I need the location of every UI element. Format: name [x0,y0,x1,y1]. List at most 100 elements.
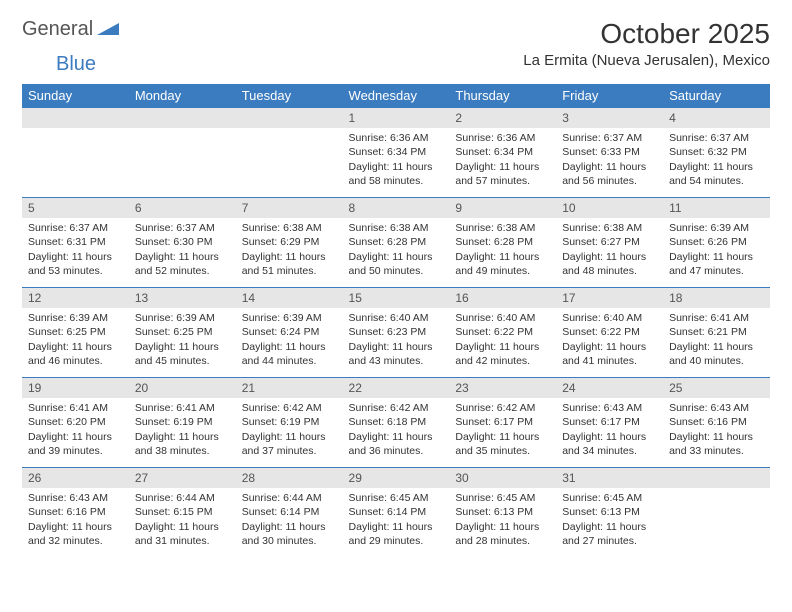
calendar-cell: 19Sunrise: 6:41 AMSunset: 6:20 PMDayligh… [22,377,129,467]
day-number: 3 [556,107,663,128]
day-content: Sunrise: 6:42 AMSunset: 6:17 PMDaylight:… [449,398,556,464]
calendar-cell: 16Sunrise: 6:40 AMSunset: 6:22 PMDayligh… [449,287,556,377]
day-number: 19 [22,377,129,398]
day-daylight2: and 32 minutes. [28,534,123,548]
day-sunrise: Sunrise: 6:41 AM [135,401,230,415]
calendar-cell: 29Sunrise: 6:45 AMSunset: 6:14 PMDayligh… [343,467,450,557]
calendar-head: SundayMondayTuesdayWednesdayThursdayFrid… [22,84,770,107]
day-sunrise: Sunrise: 6:39 AM [669,221,764,235]
day-number: 11 [663,197,770,218]
day-daylight1: Daylight: 11 hours [28,520,123,534]
day-daylight1: Daylight: 11 hours [455,160,550,174]
day-sunrise: Sunrise: 6:38 AM [562,221,657,235]
day-header: Saturday [663,84,770,107]
day-sunset: Sunset: 6:34 PM [455,145,550,159]
day-daylight2: and 40 minutes. [669,354,764,368]
day-daylight1: Daylight: 11 hours [135,250,230,264]
calendar-row: 19Sunrise: 6:41 AMSunset: 6:20 PMDayligh… [22,377,770,467]
day-daylight1: Daylight: 11 hours [562,430,657,444]
day-content: Sunrise: 6:44 AMSunset: 6:14 PMDaylight:… [236,488,343,554]
day-daylight2: and 58 minutes. [349,174,444,188]
day-daylight2: and 38 minutes. [135,444,230,458]
calendar-cell: 4Sunrise: 6:37 AMSunset: 6:32 PMDaylight… [663,107,770,197]
calendar-cell: 27Sunrise: 6:44 AMSunset: 6:15 PMDayligh… [129,467,236,557]
day-content: Sunrise: 6:43 AMSunset: 6:17 PMDaylight:… [556,398,663,464]
day-content: Sunrise: 6:40 AMSunset: 6:23 PMDaylight:… [343,308,450,374]
calendar-cell: 24Sunrise: 6:43 AMSunset: 6:17 PMDayligh… [556,377,663,467]
day-sunset: Sunset: 6:19 PM [135,415,230,429]
day-content: Sunrise: 6:45 AMSunset: 6:13 PMDaylight:… [449,488,556,554]
calendar-cell [663,467,770,557]
day-daylight1: Daylight: 11 hours [349,340,444,354]
day-content: Sunrise: 6:43 AMSunset: 6:16 PMDaylight:… [22,488,129,554]
day-sunrise: Sunrise: 6:38 AM [349,221,444,235]
day-daylight1: Daylight: 11 hours [135,340,230,354]
calendar-cell: 20Sunrise: 6:41 AMSunset: 6:19 PMDayligh… [129,377,236,467]
day-number: 31 [556,467,663,488]
day-number: 23 [449,377,556,398]
day-daylight2: and 31 minutes. [135,534,230,548]
day-sunset: Sunset: 6:14 PM [349,505,444,519]
day-number: 17 [556,287,663,308]
day-content: Sunrise: 6:36 AMSunset: 6:34 PMDaylight:… [449,128,556,194]
day-sunrise: Sunrise: 6:45 AM [349,491,444,505]
day-content: Sunrise: 6:41 AMSunset: 6:20 PMDaylight:… [22,398,129,464]
day-sunset: Sunset: 6:27 PM [562,235,657,249]
day-daylight1: Daylight: 11 hours [455,340,550,354]
day-header: Friday [556,84,663,107]
day-number: 8 [343,197,450,218]
day-daylight1: Daylight: 11 hours [242,340,337,354]
day-sunset: Sunset: 6:28 PM [455,235,550,249]
day-number: 25 [663,377,770,398]
day-daylight2: and 56 minutes. [562,174,657,188]
title-block: October 2025 La Ermita (Nueva Jerusalen)… [523,18,770,69]
day-sunrise: Sunrise: 6:40 AM [349,311,444,325]
day-daylight1: Daylight: 11 hours [562,340,657,354]
day-sunset: Sunset: 6:17 PM [455,415,550,429]
day-sunrise: Sunrise: 6:37 AM [562,131,657,145]
day-content: Sunrise: 6:41 AMSunset: 6:21 PMDaylight:… [663,308,770,374]
day-sunset: Sunset: 6:22 PM [562,325,657,339]
logo: General [22,18,121,41]
day-daylight1: Daylight: 11 hours [242,430,337,444]
calendar-cell: 28Sunrise: 6:44 AMSunset: 6:14 PMDayligh… [236,467,343,557]
day-sunset: Sunset: 6:19 PM [242,415,337,429]
calendar-cell: 15Sunrise: 6:40 AMSunset: 6:23 PMDayligh… [343,287,450,377]
day-daylight2: and 43 minutes. [349,354,444,368]
day-content: Sunrise: 6:37 AMSunset: 6:33 PMDaylight:… [556,128,663,194]
day-sunset: Sunset: 6:31 PM [28,235,123,249]
day-sunset: Sunset: 6:28 PM [349,235,444,249]
day-daylight1: Daylight: 11 hours [28,340,123,354]
calendar-cell: 26Sunrise: 6:43 AMSunset: 6:16 PMDayligh… [22,467,129,557]
day-daylight1: Daylight: 11 hours [349,250,444,264]
day-number: 10 [556,197,663,218]
day-sunrise: Sunrise: 6:43 AM [28,491,123,505]
day-sunrise: Sunrise: 6:40 AM [455,311,550,325]
day-sunrise: Sunrise: 6:39 AM [135,311,230,325]
day-sunrise: Sunrise: 6:41 AM [28,401,123,415]
logo-text-general: General [22,18,93,41]
day-content: Sunrise: 6:37 AMSunset: 6:30 PMDaylight:… [129,218,236,284]
day-daylight2: and 54 minutes. [669,174,764,188]
day-sunrise: Sunrise: 6:37 AM [669,131,764,145]
day-content: Sunrise: 6:40 AMSunset: 6:22 PMDaylight:… [556,308,663,374]
calendar-row: 12Sunrise: 6:39 AMSunset: 6:25 PMDayligh… [22,287,770,377]
day-number: 20 [129,377,236,398]
day-content: Sunrise: 6:44 AMSunset: 6:15 PMDaylight:… [129,488,236,554]
day-content: Sunrise: 6:37 AMSunset: 6:32 PMDaylight:… [663,128,770,194]
calendar-row: 26Sunrise: 6:43 AMSunset: 6:16 PMDayligh… [22,467,770,557]
day-daylight2: and 47 minutes. [669,264,764,278]
day-sunrise: Sunrise: 6:37 AM [135,221,230,235]
day-number [22,107,129,128]
day-content: Sunrise: 6:45 AMSunset: 6:14 PMDaylight:… [343,488,450,554]
day-content: Sunrise: 6:37 AMSunset: 6:31 PMDaylight:… [22,218,129,284]
day-sunset: Sunset: 6:33 PM [562,145,657,159]
calendar-cell: 9Sunrise: 6:38 AMSunset: 6:28 PMDaylight… [449,197,556,287]
day-sunrise: Sunrise: 6:43 AM [669,401,764,415]
day-sunset: Sunset: 6:13 PM [562,505,657,519]
day-sunrise: Sunrise: 6:45 AM [455,491,550,505]
day-daylight2: and 28 minutes. [455,534,550,548]
calendar-cell [22,107,129,197]
day-content: Sunrise: 6:41 AMSunset: 6:19 PMDaylight:… [129,398,236,464]
day-number: 27 [129,467,236,488]
